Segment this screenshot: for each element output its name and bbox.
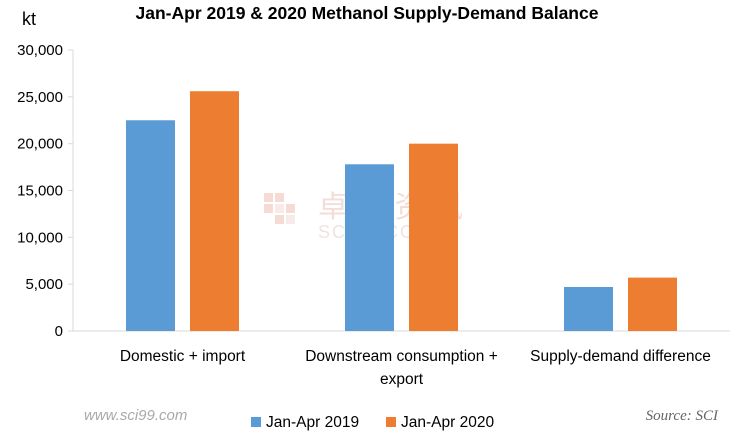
y-tick-label: 5,000 [25, 276, 63, 293]
y-axis-unit: kt [22, 9, 36, 29]
category-label: Downstream consumption + [305, 348, 498, 365]
y-tick-label: 20,000 [17, 136, 63, 153]
legend-swatch-2020 [386, 417, 396, 427]
category-labels: Domestic + import Downstream consumption … [120, 348, 711, 388]
legend: Jan-Apr 2019 Jan-Apr 2020 [251, 414, 494, 431]
bar-2020-category-2 [409, 143, 458, 331]
y-tick-label: 15,000 [17, 183, 63, 200]
y-tick-label: 25,000 [17, 89, 63, 106]
category-label: export [380, 371, 424, 388]
y-tick-label: 0 [55, 323, 63, 340]
bar-2019-category-1 [126, 120, 175, 331]
y-tick-label: 30,000 [17, 42, 63, 59]
legend-label-2019: Jan-Apr 2019 [266, 414, 359, 431]
bars [126, 91, 677, 331]
category-label: Domestic + import [120, 348, 246, 365]
source-note: Source: SCI [646, 408, 719, 424]
bar-2020-category-3 [628, 277, 677, 331]
legend-label-2020: Jan-Apr 2020 [401, 414, 494, 431]
category-label: Supply-demand difference [530, 348, 711, 365]
bar-2019-category-2 [345, 164, 394, 331]
y-tick-label: 10,000 [17, 229, 63, 246]
watermark-site: www.sci99.com [84, 407, 187, 424]
watermark-logo-icon [264, 193, 295, 224]
legend-swatch-2019 [251, 417, 261, 427]
y-ticks: 0 5,000 10,000 15,000 20,000 25,000 30,000 [17, 42, 73, 340]
bar-2020-category-1 [190, 91, 239, 331]
bar-2019-category-3 [564, 286, 613, 331]
chart-title: Jan-Apr 2019 & 2020 Methanol Supply-Dema… [136, 3, 599, 23]
